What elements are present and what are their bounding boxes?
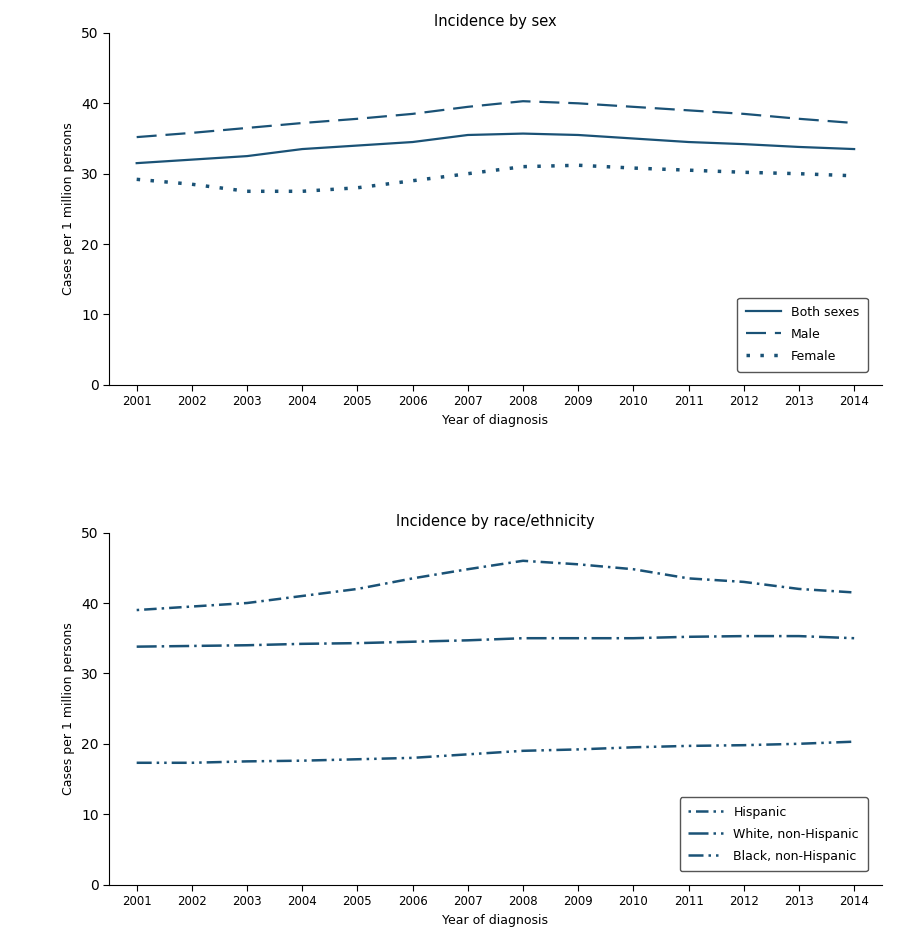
Black, non-Hispanic bbox=[407, 752, 418, 763]
Female bbox=[683, 165, 694, 176]
Hispanic bbox=[738, 576, 749, 587]
Line: White, non-Hispanic: White, non-Hispanic bbox=[136, 636, 854, 646]
Black, non-Hispanic bbox=[794, 738, 804, 749]
Male bbox=[407, 108, 418, 120]
Black, non-Hispanic bbox=[738, 740, 749, 751]
White, non-Hispanic bbox=[407, 636, 418, 647]
Male bbox=[242, 122, 253, 134]
Black, non-Hispanic bbox=[352, 754, 363, 765]
Both sexes bbox=[517, 128, 528, 139]
Black, non-Hispanic bbox=[517, 745, 528, 757]
Line: Male: Male bbox=[136, 102, 854, 137]
White, non-Hispanic bbox=[794, 630, 804, 642]
White, non-Hispanic bbox=[242, 640, 253, 651]
Male bbox=[573, 98, 584, 109]
Female bbox=[573, 160, 584, 171]
Female bbox=[186, 179, 197, 190]
Line: Hispanic: Hispanic bbox=[136, 561, 854, 610]
Male bbox=[738, 108, 749, 120]
Black, non-Hispanic bbox=[463, 749, 474, 760]
Both sexes bbox=[463, 129, 474, 140]
Male bbox=[517, 96, 528, 107]
Both sexes bbox=[186, 154, 197, 166]
Male bbox=[794, 113, 804, 124]
Hispanic bbox=[407, 573, 418, 584]
Both sexes bbox=[794, 141, 804, 152]
Female bbox=[794, 168, 804, 180]
Y-axis label: Cases per 1 million persons: Cases per 1 million persons bbox=[63, 122, 75, 295]
Both sexes bbox=[131, 157, 142, 168]
X-axis label: Year of diagnosis: Year of diagnosis bbox=[443, 914, 548, 927]
Female bbox=[463, 168, 474, 180]
Male bbox=[296, 118, 307, 129]
X-axis label: Year of diagnosis: Year of diagnosis bbox=[443, 414, 548, 427]
White, non-Hispanic bbox=[849, 632, 860, 644]
Title: Incidence by race/ethnicity: Incidence by race/ethnicity bbox=[396, 514, 594, 529]
Female bbox=[296, 185, 307, 197]
Hispanic bbox=[352, 583, 363, 595]
Both sexes bbox=[738, 138, 749, 150]
White, non-Hispanic bbox=[517, 632, 528, 644]
Line: Both sexes: Both sexes bbox=[136, 134, 854, 163]
Female bbox=[407, 175, 418, 186]
Y-axis label: Cases per 1 million persons: Cases per 1 million persons bbox=[63, 622, 75, 795]
White, non-Hispanic bbox=[296, 638, 307, 649]
Hispanic bbox=[849, 587, 860, 598]
Hispanic bbox=[573, 559, 584, 570]
Hispanic bbox=[628, 564, 639, 575]
Hispanic bbox=[131, 604, 142, 615]
Both sexes bbox=[407, 136, 418, 148]
White, non-Hispanic bbox=[131, 641, 142, 652]
White, non-Hispanic bbox=[573, 632, 584, 644]
Female bbox=[352, 183, 363, 194]
Hispanic bbox=[683, 573, 694, 584]
Both sexes bbox=[242, 151, 253, 162]
Hispanic bbox=[517, 555, 528, 566]
Black, non-Hispanic bbox=[683, 741, 694, 752]
Black, non-Hispanic bbox=[242, 756, 253, 767]
Both sexes bbox=[628, 133, 639, 144]
Hispanic bbox=[794, 583, 804, 595]
Female bbox=[738, 167, 749, 178]
Black, non-Hispanic bbox=[573, 743, 584, 755]
Line: Female: Female bbox=[136, 166, 854, 191]
Female bbox=[131, 174, 142, 185]
Both sexes bbox=[296, 143, 307, 154]
Female bbox=[517, 161, 528, 172]
White, non-Hispanic bbox=[628, 632, 639, 644]
Both sexes bbox=[683, 136, 694, 148]
Both sexes bbox=[573, 129, 584, 140]
White, non-Hispanic bbox=[683, 631, 694, 643]
Male bbox=[186, 127, 197, 138]
Female bbox=[242, 185, 253, 197]
Male bbox=[849, 118, 860, 129]
Legend: Hispanic, White, non-Hispanic, Black, non-Hispanic: Hispanic, White, non-Hispanic, Black, no… bbox=[680, 797, 868, 871]
Hispanic bbox=[296, 590, 307, 601]
Hispanic bbox=[242, 598, 253, 609]
White, non-Hispanic bbox=[463, 634, 474, 646]
Both sexes bbox=[849, 143, 860, 154]
Black, non-Hispanic bbox=[628, 742, 639, 753]
Male bbox=[352, 113, 363, 124]
Black, non-Hispanic bbox=[296, 755, 307, 766]
Male bbox=[683, 104, 694, 116]
Hispanic bbox=[463, 564, 474, 575]
Line: Black, non-Hispanic: Black, non-Hispanic bbox=[136, 742, 854, 763]
Black, non-Hispanic bbox=[131, 758, 142, 769]
White, non-Hispanic bbox=[352, 637, 363, 648]
White, non-Hispanic bbox=[738, 630, 749, 642]
Title: Incidence by sex: Incidence by sex bbox=[435, 14, 556, 29]
Male bbox=[131, 132, 142, 143]
Hispanic bbox=[186, 601, 197, 613]
White, non-Hispanic bbox=[186, 640, 197, 651]
Female bbox=[628, 163, 639, 174]
Male bbox=[463, 102, 474, 113]
Male bbox=[628, 102, 639, 113]
Both sexes bbox=[352, 140, 363, 152]
Female bbox=[849, 170, 860, 182]
Black, non-Hispanic bbox=[186, 758, 197, 769]
Legend: Both sexes, Male, Female: Both sexes, Male, Female bbox=[737, 297, 868, 372]
Black, non-Hispanic bbox=[849, 736, 860, 747]
